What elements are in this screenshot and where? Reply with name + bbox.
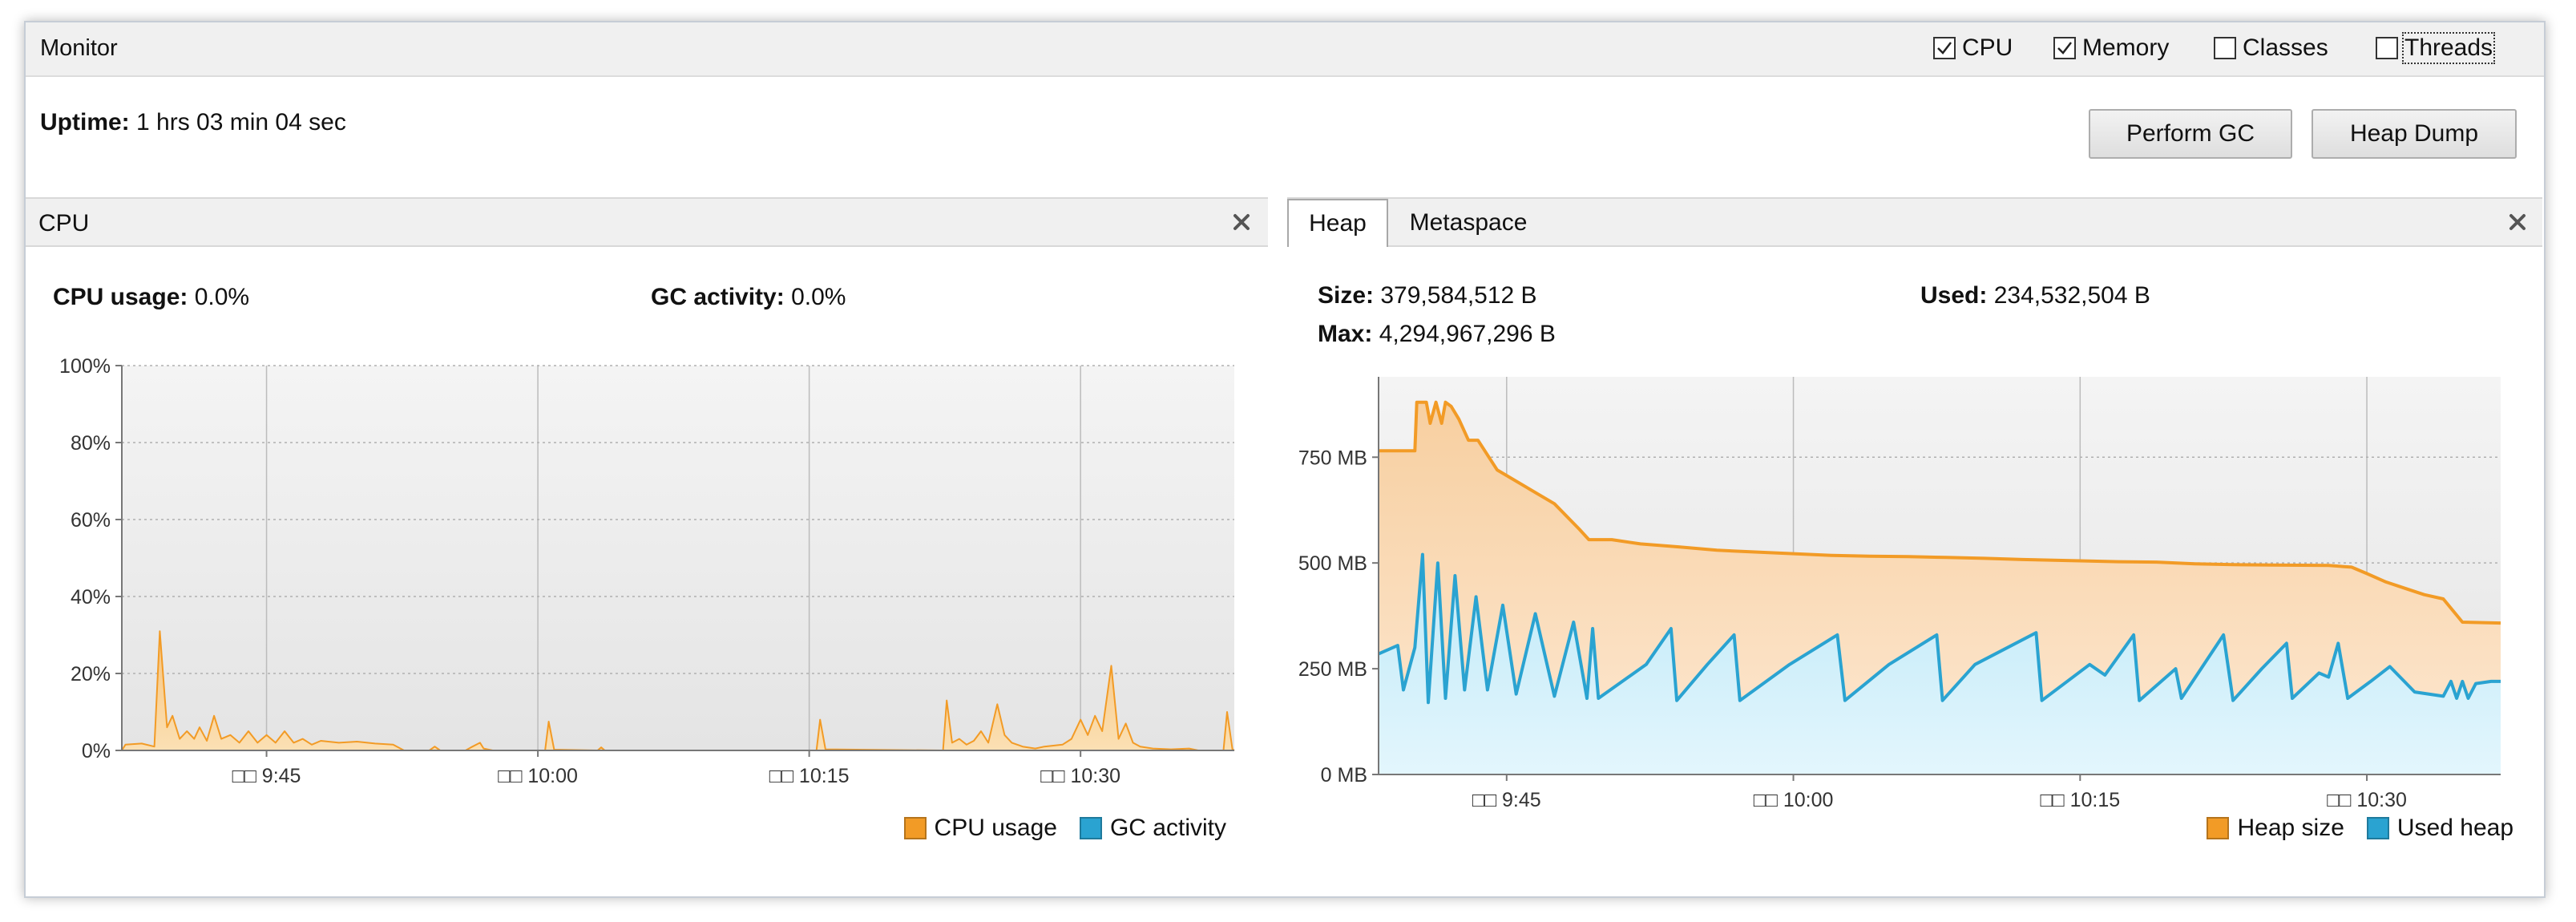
heap-size-value: 379,584,512 B xyxy=(1380,282,1537,309)
y-tick-label: 0 MB xyxy=(1321,764,1367,787)
uptime-value: 1 hrs 03 min 04 sec xyxy=(136,109,346,135)
y-tick-label: 20% xyxy=(71,663,111,685)
gc-activity-legend-label: GC activity xyxy=(1109,815,1226,841)
cpu-usage-legend-swatch xyxy=(903,817,927,839)
y-tick-label: 250 MB xyxy=(1298,658,1367,681)
heap-size-label: Size: xyxy=(1318,282,1375,309)
y-tick-label: 500 MB xyxy=(1298,552,1367,575)
heap-size-legend-swatch xyxy=(2207,817,2230,839)
classes-checkbox[interactable]: Classes xyxy=(2214,33,2328,63)
uptime-label: Uptime: xyxy=(40,109,130,135)
heap-used-stat: Used: 234,532,504 B xyxy=(1920,282,2150,309)
series-line xyxy=(121,630,1235,751)
gc-activity-label: GC activity: xyxy=(651,284,785,310)
y-tick-label: 60% xyxy=(71,509,111,532)
cpu-check-icon xyxy=(1933,37,1956,59)
cpu-chart: 0% 20% 40% 60% 80% 100% □□ 9:45 □□ 10:00 □□ 10:1… xyxy=(59,355,1235,787)
x-tick-label: □□ 10:30 xyxy=(2327,789,2407,807)
heap-used-value: 234,532,504 B xyxy=(1993,282,2150,309)
tab-heap[interactable]: Heap xyxy=(1287,199,1388,247)
x-tick-label: □□ 9:45 xyxy=(232,765,301,787)
heap-size-legend-label: Heap size xyxy=(2237,815,2344,841)
close-icon[interactable] xyxy=(2504,208,2531,236)
heap-max-label: Max: xyxy=(1318,321,1373,347)
close-icon[interactable] xyxy=(1228,208,1255,236)
memory-checkbox[interactable]: Memory xyxy=(2053,33,2169,63)
cpu-usage-label: CPU usage: xyxy=(53,284,188,310)
y-tick-label: 0% xyxy=(82,740,111,762)
x-tick-label: □□ 10:15 xyxy=(769,765,850,787)
x-tick-label: □□ 10:00 xyxy=(1754,789,1834,807)
x-tick-label: □□ 9:45 xyxy=(1472,789,1541,807)
series-fill xyxy=(1379,554,2501,774)
cpu-checkbox-label: CPU xyxy=(1962,34,2013,61)
uptime: Uptime: 1 hrs 03 min 04 sec xyxy=(40,109,346,136)
x-tick-label: □□ 10:30 xyxy=(1040,765,1120,787)
heap-used-label: Used: xyxy=(1920,282,1988,309)
classes-checkbox-label: Classes xyxy=(2243,34,2328,61)
memory-checkbox-label: Memory xyxy=(2082,34,2170,61)
x-tick-label: □□ 10:15 xyxy=(2040,789,2120,807)
memory-check-icon xyxy=(2053,37,2076,59)
monitor-title: Monitor xyxy=(40,35,118,61)
threads-check-icon xyxy=(2376,37,2398,59)
used-heap-legend-swatch xyxy=(2366,817,2389,839)
heap-dump-button[interactable]: Heap Dump xyxy=(2312,109,2517,159)
heap-size-stat: Size: 379,584,512 B xyxy=(1318,282,1537,309)
cpu-legend: CPU usage GC activity xyxy=(903,815,1226,842)
series-line xyxy=(1379,400,2501,625)
y-tick-label: 750 MB xyxy=(1298,447,1367,469)
threads-checkbox-label: Threads xyxy=(2401,32,2496,64)
cpu-usage-value: 0.0% xyxy=(194,284,250,310)
y-tick-label: 80% xyxy=(71,432,111,455)
x-tick-label: □□ 10:00 xyxy=(498,765,578,787)
series-line xyxy=(1378,552,2501,705)
gc-activity-legend-swatch xyxy=(1079,817,1102,839)
used-heap-legend-label: Used heap xyxy=(2396,815,2513,841)
y-tick-label: 100% xyxy=(59,355,111,378)
cpu-panel-header: CPU xyxy=(26,197,1268,247)
monitor-header: Monitor CPU Memory Classes Threads xyxy=(26,22,2544,77)
gc-activity-stat: GC activity: 0.0% xyxy=(651,284,846,311)
classes-check-icon xyxy=(2214,37,2236,59)
heap-legend: Heap size Used heap xyxy=(2207,815,2513,842)
memory-panel: Heap Metaspace Size: 379,584,512 B Used:… xyxy=(1287,197,2542,875)
gc-activity-value: 0.0% xyxy=(791,284,846,310)
heap-max-stat: Max: 4,294,967,296 B xyxy=(1318,321,1556,348)
cpu-checkbox[interactable]: CPU xyxy=(1933,33,2013,63)
cpu-usage-legend-label: CPU usage xyxy=(934,815,1057,841)
series-fill xyxy=(122,631,1234,750)
cpu-panel: CPU CPU usage: 0.0% GC activity: 0.0% 0%… xyxy=(26,197,1268,875)
monitor-window: Monitor CPU Memory Classes Threads Uptim… xyxy=(24,21,2546,898)
heap-chart: 0 MB 250 MB 500 MB 750 MB □□ 9:45 □□ 10:00 □□ … xyxy=(1298,377,2501,807)
y-tick-label: 40% xyxy=(71,586,111,609)
cpu-panel-title: CPU xyxy=(38,210,90,237)
memory-panel-header: Heap Metaspace xyxy=(1287,197,2542,247)
tab-metaspace[interactable]: Metaspace xyxy=(1409,209,1528,236)
threads-checkbox[interactable]: Threads xyxy=(2376,32,2496,64)
cpu-usage-stat: CPU usage: 0.0% xyxy=(53,284,249,311)
perform-gc-button[interactable]: Perform GC xyxy=(2089,109,2292,159)
plot-background xyxy=(122,366,1234,750)
heap-max-value: 4,294,967,296 B xyxy=(1379,321,1556,347)
